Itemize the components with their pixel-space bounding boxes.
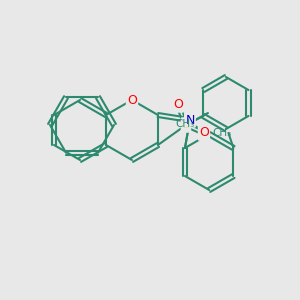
- Text: S: S: [182, 118, 190, 131]
- Text: O: O: [173, 98, 183, 112]
- Text: N: N: [185, 113, 195, 127]
- Text: CH₃: CH₃: [213, 128, 232, 138]
- Text: CH₃: CH₃: [176, 119, 195, 129]
- Text: O: O: [199, 127, 209, 140]
- Text: O: O: [127, 94, 137, 106]
